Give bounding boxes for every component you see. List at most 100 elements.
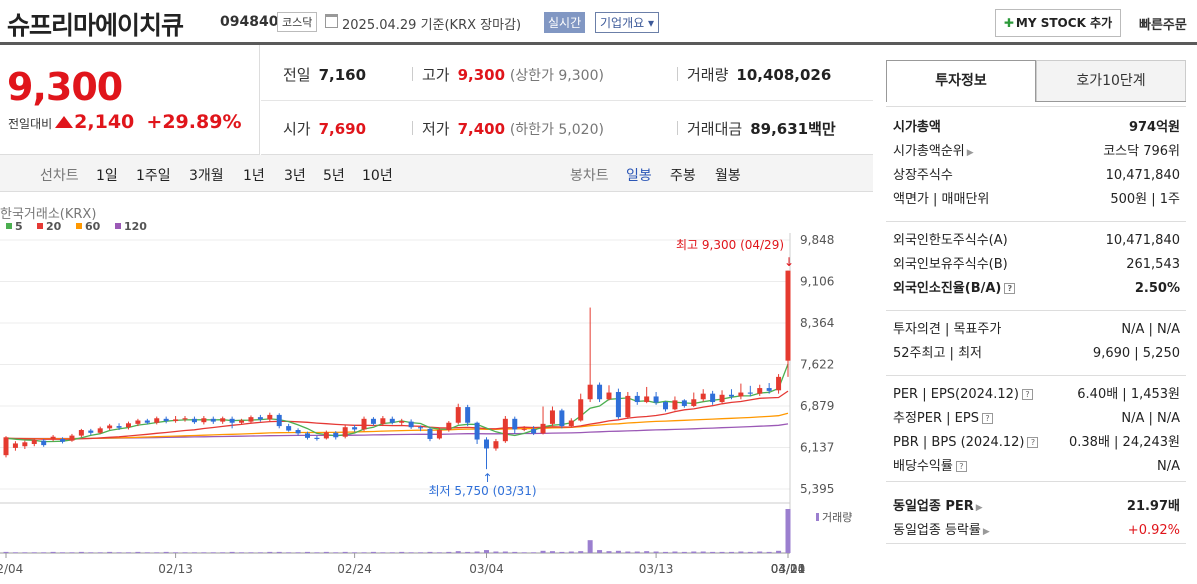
candle-body	[22, 442, 28, 447]
candle-body	[455, 407, 461, 423]
candle-body	[144, 420, 150, 423]
volume-bar	[191, 552, 197, 553]
candle-body	[728, 394, 734, 397]
candle-body	[3, 437, 9, 456]
info-row: 추정PER | EPS? N/A | N/A	[893, 408, 1180, 430]
candle-body	[578, 399, 584, 421]
info-row-value: 코스닥 796위	[1103, 144, 1180, 159]
candle-body	[634, 395, 640, 403]
tab-orderbook[interactable]: 호가10단계	[1036, 60, 1186, 102]
help-icon[interactable]: ?	[955, 461, 967, 472]
x-tick-label: 03/04	[469, 562, 504, 576]
candle-body	[747, 392, 753, 394]
info-row: 액면가 | 매매단위 500원 | 1주	[893, 189, 1180, 211]
period-10y[interactable]: 10년	[362, 168, 393, 184]
volume-bar	[681, 551, 687, 553]
add-mystock-button[interactable]: ✚ MY STOCK 추가	[995, 9, 1121, 37]
y-tick-label: 8,364	[800, 316, 834, 330]
period-3y[interactable]: 3년	[284, 168, 306, 184]
stat-open: 시가 7,690	[283, 118, 366, 139]
divider	[677, 121, 678, 135]
volume-bar	[644, 551, 650, 553]
ma-legend-label: 60	[85, 220, 101, 233]
info-row-label[interactable]: 추정PER | EPS?	[893, 408, 993, 430]
period-1d[interactable]: 1일	[96, 168, 118, 184]
info-row-label[interactable]: 동일업종 등락률 ▶	[893, 523, 990, 538]
volume-bar	[182, 552, 188, 553]
info-row: PBR | BPS (2024.12)? 0.38배 | 24,243원	[893, 432, 1180, 454]
period-1w[interactable]: 1주일	[136, 168, 171, 184]
info-row-label[interactable]: PBR | BPS (2024.12)?	[893, 432, 1039, 454]
candle-monthly[interactable]: 월봉	[715, 168, 741, 184]
info-row-label[interactable]: 배당수익률?	[893, 456, 967, 478]
volume-bar	[757, 551, 763, 553]
add-mystock-label: MY STOCK 추가	[1015, 16, 1113, 30]
candle-body	[691, 399, 697, 406]
volume-legend-swatch	[816, 513, 819, 521]
stat-amount: 거래대금 89,631백만	[687, 118, 836, 139]
volume-bar	[531, 552, 537, 553]
candle-body	[559, 410, 565, 427]
volume-bar	[239, 552, 245, 553]
candle-body	[361, 418, 367, 430]
candle-body	[229, 418, 235, 423]
volume-bar	[776, 550, 782, 553]
base-date: 2025.04.29 기준(KRX 장마감)	[342, 18, 522, 33]
volume-bar	[521, 552, 527, 553]
realtime-button[interactable]: 실시간	[544, 12, 586, 33]
low-arrow-icon: ↑	[483, 471, 493, 485]
company-overview-label: 기업개요	[600, 16, 645, 30]
candle-body	[549, 410, 555, 424]
help-icon[interactable]: ?	[1027, 437, 1039, 448]
row-divider	[886, 543, 1186, 544]
volume-bar	[615, 550, 621, 553]
candle-body	[389, 418, 395, 423]
change-amount: 2,140	[74, 111, 135, 133]
price-chart[interactable]: 9,848 9,106 8,364 7,622 6,879 6,137 5,395 한국거래소…	[0, 193, 873, 580]
quick-order-button[interactable]: 빠른주문	[1139, 18, 1187, 33]
info-row-label[interactable]: 시가총액순위 ▶	[893, 144, 974, 159]
candle-daily[interactable]: 일봉	[626, 168, 652, 184]
volume-bar	[295, 552, 301, 553]
candle-weekly[interactable]: 주봉	[670, 168, 696, 184]
info-row-label[interactable]: 동일업종 PER ▶	[893, 499, 983, 514]
candle-body	[606, 392, 612, 400]
price-chart-svg: 9,848 9,106 8,364 7,622 6,879 6,137 5,395 한국거래소…	[0, 207, 852, 576]
stat-label: 거래량	[687, 66, 729, 84]
help-icon[interactable]: ?	[1021, 389, 1033, 400]
help-icon[interactable]: ?	[1004, 283, 1016, 294]
candle-body	[502, 418, 508, 442]
y-tick-label: 5,395	[800, 482, 834, 496]
info-row-label[interactable]: 외국인소진율(B/A)?	[893, 278, 1016, 300]
volume-bar	[107, 551, 113, 553]
volume-bar	[257, 552, 263, 553]
candle-body	[531, 428, 537, 434]
info-row: 시가총액순위 ▶ 코스닥 796위	[893, 141, 1180, 163]
info-row-label[interactable]: PER | EPS(2024.12)?	[893, 384, 1033, 406]
volume-label: 거래량	[822, 511, 852, 524]
candle-body	[107, 425, 113, 429]
candle-body	[97, 428, 103, 433]
company-overview-button[interactable]: 기업개요 ▾	[595, 12, 660, 33]
current-price: 9,300	[7, 65, 123, 109]
x-tick-label: 04/10	[771, 562, 806, 576]
candle-body	[380, 418, 386, 424]
volume-bar	[747, 551, 753, 553]
chevron-right-icon: ▶	[982, 527, 990, 537]
volume-bar	[50, 551, 56, 553]
candle-body	[173, 419, 179, 422]
y-tick-label: 6,879	[800, 399, 834, 413]
volume-bar	[625, 551, 631, 553]
tab-investment-info[interactable]: 투자정보	[886, 60, 1036, 102]
candle-body	[125, 423, 131, 428]
period-3m[interactable]: 3개월	[189, 168, 224, 184]
period-5y[interactable]: 5년	[323, 168, 345, 184]
row-divider	[886, 481, 1186, 482]
period-1y[interactable]: 1년	[243, 168, 265, 184]
volume-bar	[389, 552, 395, 553]
help-icon[interactable]: ?	[981, 413, 993, 424]
row-divider	[886, 375, 1186, 376]
volume-bar	[154, 552, 160, 553]
volume-bar	[634, 551, 640, 553]
volume-bar	[163, 551, 169, 553]
